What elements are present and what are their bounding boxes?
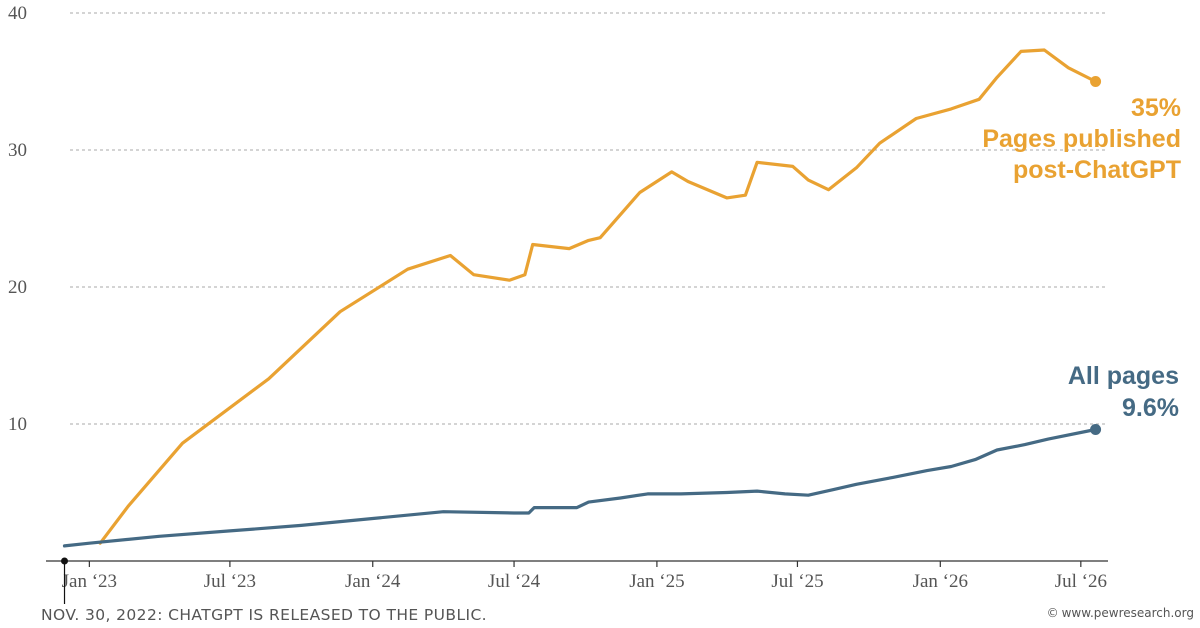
gridlines: 10 20 30 40 bbox=[8, 3, 1108, 435]
x-tick-label: Jan ‘24 bbox=[345, 571, 401, 592]
series-label-all-pages: 9.6% bbox=[1122, 394, 1179, 422]
y-tick-label: 30 bbox=[8, 140, 27, 161]
series bbox=[62, 48, 1102, 548]
credit-text: www.pewresearch.org bbox=[1061, 606, 1194, 620]
y-tick-label: 20 bbox=[8, 277, 27, 298]
release-marker-dot bbox=[61, 557, 69, 565]
x-tick-label: Jul ‘25 bbox=[771, 571, 823, 592]
copyright-icon: © bbox=[1046, 606, 1059, 620]
x-tick-label: Jul ‘26 bbox=[1055, 571, 1107, 592]
x-axis: Jan ‘23 Jul ‘23 Jan ‘24 Jul ‘24 Jan ‘25 Jul ‘… bbox=[46, 557, 1108, 604]
series-end-marker bbox=[1090, 423, 1102, 435]
source-credit: © www.pewresearch.org bbox=[1047, 606, 1194, 620]
y-tick-label: 40 bbox=[8, 3, 27, 24]
series-line bbox=[62, 427, 1098, 548]
series-label-post-chatgpt: post-ChatGPT bbox=[1013, 156, 1181, 184]
x-tick-label: Jan ‘25 bbox=[629, 571, 684, 592]
series-label-all-pages: All pages bbox=[1068, 362, 1179, 390]
series-line bbox=[98, 48, 1098, 545]
release-annotation: NOV. 30, 2022: CHATGPT IS RELEASED TO TH… bbox=[41, 606, 488, 624]
labels: 35% Pages published post-ChatGPT All pages 9… bbox=[982, 94, 1181, 422]
x-tick-label: Jul ‘23 bbox=[204, 571, 256, 592]
x-tick-label: Jan ‘23 bbox=[62, 571, 117, 592]
x-tick-label: Jul ‘24 bbox=[488, 571, 541, 592]
y-tick-label: 10 bbox=[8, 414, 27, 435]
x-tick-label: Jan ‘26 bbox=[913, 571, 968, 592]
series-end-marker bbox=[1090, 76, 1102, 87]
series-label-post-chatgpt: Pages published bbox=[982, 125, 1181, 153]
series-label-post-chatgpt: 35% bbox=[1131, 94, 1181, 122]
